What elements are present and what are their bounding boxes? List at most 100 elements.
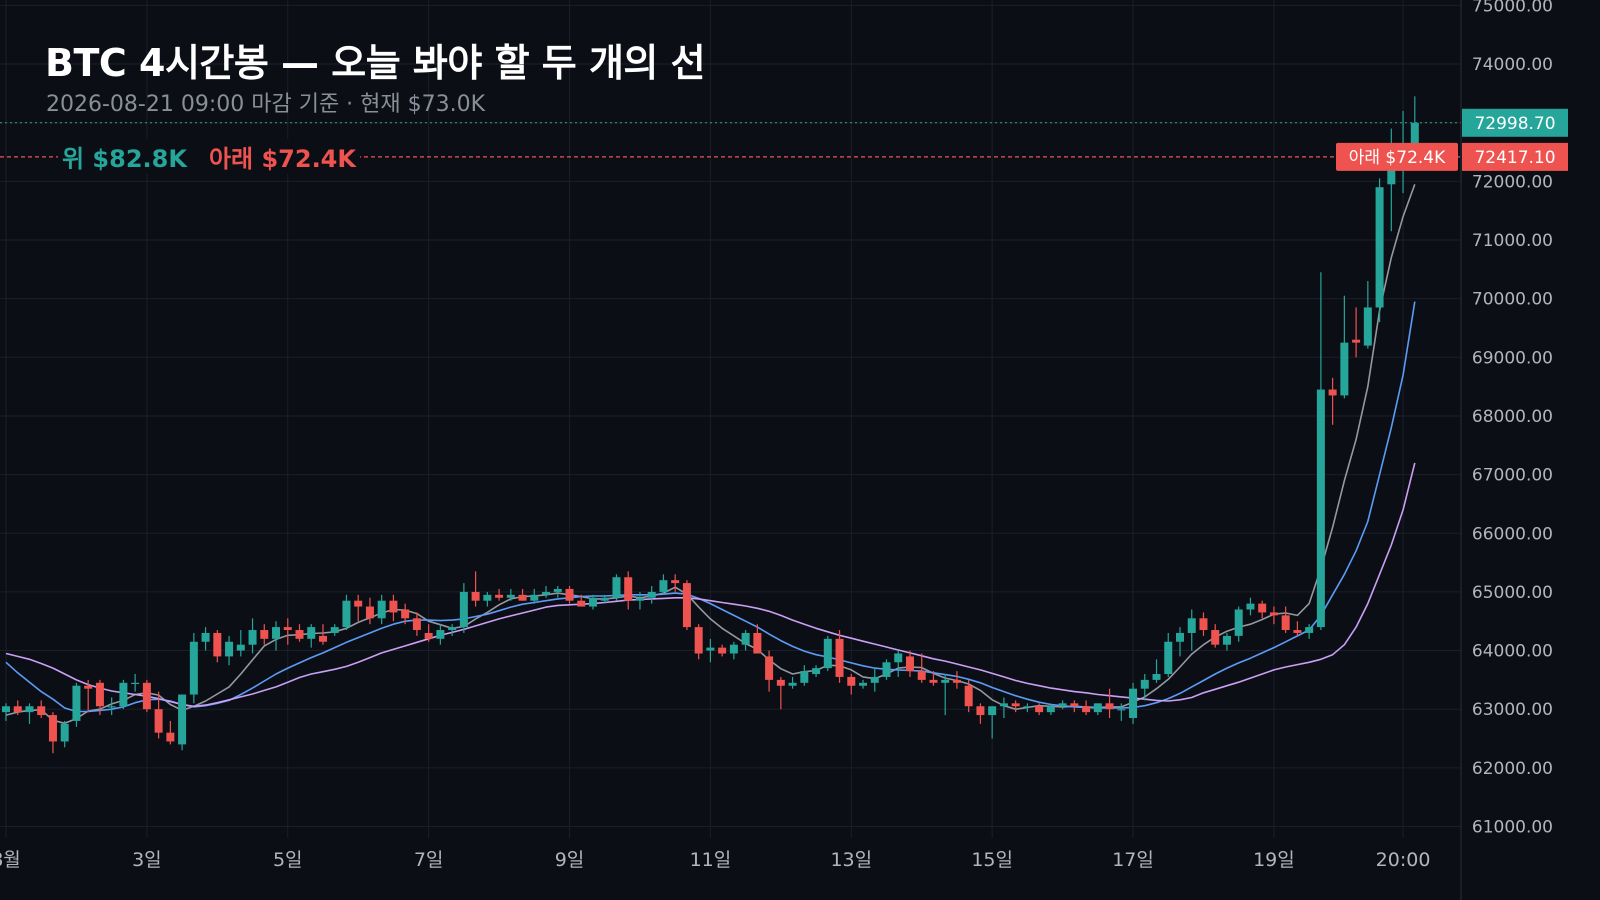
y-tick-label: 65000.00 (1472, 583, 1553, 603)
candle (812, 665, 821, 677)
candle-body (1340, 342, 1349, 396)
candle-body (412, 618, 421, 631)
candle-body (1176, 632, 1184, 642)
candle (213, 630, 222, 663)
candle (283, 618, 292, 645)
candle (166, 720, 175, 745)
candle-body (741, 632, 750, 645)
candle (107, 697, 116, 716)
candle-body (201, 632, 210, 642)
candle (424, 624, 433, 642)
candle (694, 624, 703, 660)
y-tick-label: 66000.00 (1472, 524, 1553, 544)
candle-body (870, 676, 879, 683)
candle (1281, 606, 1290, 633)
candle (72, 682, 81, 727)
chart-title: BTC 4시간봉 — 오늘 봐야 할 두 개의 선 (45, 41, 706, 85)
candle (1222, 632, 1231, 651)
candle-body (565, 588, 574, 601)
candle (354, 594, 363, 622)
candle (682, 580, 691, 631)
lower-level-price-tag (1462, 142, 1568, 171)
candle-body (471, 591, 480, 601)
candle (272, 621, 281, 651)
candle-body (776, 679, 785, 686)
candle (13, 700, 22, 716)
candle (1152, 659, 1161, 683)
candle (765, 650, 774, 692)
candle (295, 624, 304, 642)
candle (189, 632, 198, 704)
candle-body (1363, 307, 1372, 346)
candle-body (25, 706, 34, 713)
candle (1258, 600, 1267, 619)
candle (1363, 281, 1372, 349)
candle-body (812, 668, 821, 675)
lower-level-label-tag (1336, 142, 1458, 171)
y-tick-label: 68000.00 (1472, 407, 1553, 427)
candle (1375, 178, 1384, 323)
candle (635, 591, 644, 610)
candle (1269, 606, 1278, 625)
candle-body (542, 591, 551, 595)
candle (365, 597, 374, 625)
candle (506, 588, 515, 601)
candle-body (166, 732, 175, 742)
candle (25, 703, 34, 724)
candle-body (1387, 169, 1396, 185)
candle-body (1328, 389, 1337, 396)
current-price-tag (1462, 108, 1568, 137)
candle-body (882, 662, 891, 677)
candle (1129, 682, 1138, 724)
candle-body (1258, 603, 1267, 613)
candle (37, 700, 46, 718)
candle (929, 671, 938, 686)
candle (729, 641, 738, 660)
candle-body (718, 647, 727, 654)
candle (60, 720, 69, 748)
y-tick-label: 67000.00 (1472, 466, 1553, 486)
candle-body (131, 682, 140, 685)
candle (401, 603, 410, 625)
candle (1328, 377, 1337, 425)
candle-body (1129, 688, 1138, 718)
lower-level-label-tag-text: 아래 $72.4K (1349, 148, 1446, 168)
x-tick-label: 3일 (132, 849, 162, 871)
ma-fast-line (5, 184, 1416, 725)
candle (1340, 295, 1349, 399)
x-tick-label: 7일 (414, 849, 444, 871)
candle-body (119, 682, 128, 707)
x-tick-label: 8월 (0, 849, 21, 871)
candle (600, 594, 609, 604)
candle (1246, 597, 1255, 616)
y-tick-label: 74000.00 (1472, 55, 1553, 75)
candle-body (365, 606, 374, 619)
candle (659, 574, 668, 595)
candle-body (13, 706, 22, 713)
candle-body (694, 627, 703, 654)
candle-body (1246, 603, 1255, 610)
candle-body (1269, 612, 1278, 616)
moving-average-lines (5, 184, 1416, 725)
candle-body (506, 594, 515, 598)
candle-body (999, 703, 1008, 707)
candle-body (988, 706, 997, 716)
candle-body (765, 656, 774, 680)
candle (1211, 624, 1220, 648)
candle-body (495, 594, 504, 598)
candle-body (706, 647, 715, 651)
candle-body (389, 600, 398, 613)
candle-body (659, 580, 668, 592)
y-tick-label: 69000.00 (1472, 348, 1553, 368)
candle-body (1281, 615, 1290, 631)
upper-level-label: 위 $82.8K (62, 145, 187, 173)
candle (342, 594, 351, 631)
candle-body (1222, 635, 1231, 645)
candle-body (823, 638, 832, 669)
candle-body (283, 627, 292, 631)
candle-body (213, 632, 222, 657)
candle (1352, 307, 1361, 358)
candle (1035, 703, 1044, 716)
candle-body (624, 577, 633, 601)
candle (318, 624, 327, 645)
